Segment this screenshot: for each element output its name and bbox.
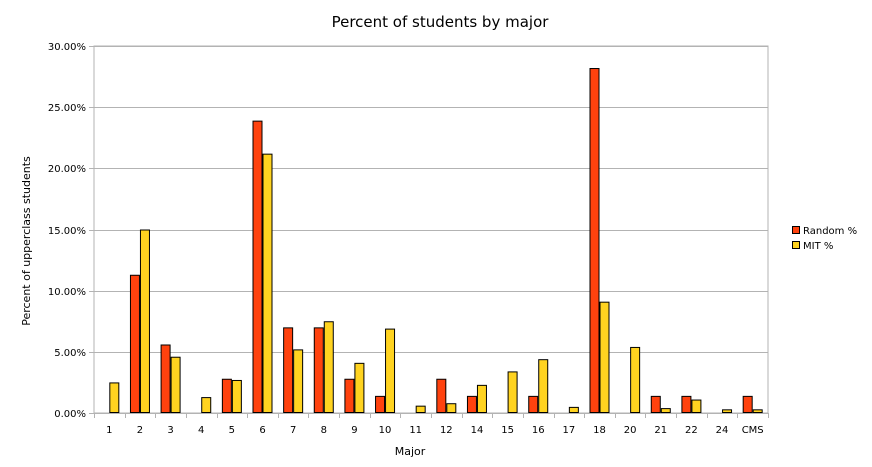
bar-mit-10 (385, 328, 396, 413)
gridlines (89, 45, 769, 414)
y-tick-label: 5.00% (54, 348, 86, 359)
legend-swatch-mit (792, 241, 800, 249)
x-tick-label: 8 (321, 425, 327, 436)
bar-mit-5 (231, 379, 242, 413)
bar-random-21 (650, 395, 661, 413)
y-tick-label: 10.00% (48, 287, 86, 298)
x-tick-label: 11 (409, 425, 422, 436)
bar-mit-3 (170, 356, 181, 413)
bar-random-5 (221, 378, 232, 414)
bar-mit-18 (599, 301, 610, 413)
bars (109, 68, 763, 414)
bar-mit-22 (691, 399, 702, 414)
x-tick-label: 17 (562, 425, 575, 436)
x-tick-label: 22 (685, 425, 698, 436)
bar-random-10 (375, 395, 386, 413)
legend-swatch-random (792, 226, 800, 234)
bar-mit-7 (293, 349, 304, 413)
x-axis-title: Major (395, 445, 426, 458)
bar-mit-1 (109, 382, 120, 413)
legend: Random % MIT % (792, 226, 857, 252)
bar-random-6 (252, 120, 263, 414)
bar-mit-6 (262, 153, 273, 414)
bar-random-3 (160, 344, 171, 414)
bar-mit-20 (630, 346, 641, 413)
plot-area (93, 45, 769, 414)
bar-random-22 (681, 395, 692, 413)
x-tick-label: 20 (624, 425, 637, 436)
legend-label-mit: MIT % (803, 241, 833, 252)
x-tick-label: 2 (137, 425, 143, 436)
x-tick-label: 6 (259, 425, 265, 436)
bar-random-CMS (742, 395, 753, 413)
bar-mit-17 (568, 406, 579, 413)
x-tick-label: 3 (167, 425, 173, 436)
y-tick-label: 25.00% (48, 103, 86, 114)
y-tick-label: 20.00% (48, 164, 86, 175)
x-tick-label: 14 (471, 425, 484, 436)
x-tick-label: 1 (106, 425, 112, 436)
x-tick-label: 10 (379, 425, 392, 436)
y-tick-label: 15.00% (48, 226, 86, 237)
bar-mit-15 (507, 371, 518, 414)
axes: 0.00% 5.00% 10.00% 15.00% 20.00% 25.00% 30.00%… (48, 42, 769, 436)
bar-random-8 (313, 327, 324, 413)
bar-mit-11 (415, 405, 426, 414)
x-tick-label: 5 (229, 425, 235, 436)
x-tick-label: 24 (716, 425, 729, 436)
x-tick-label: CMS (742, 425, 764, 436)
x-tick-label: 16 (532, 425, 545, 436)
bar-random-9 (344, 378, 355, 414)
bar-random-12 (436, 378, 447, 414)
chart-title: Percent of students by major (332, 13, 550, 31)
y-tick-label: 0.00% (54, 409, 86, 420)
bar-mit-16 (538, 359, 549, 414)
bar-random-2 (129, 274, 140, 413)
y-axis-title: Percent of upperclass students (20, 156, 33, 326)
legend-label-random: Random % (803, 226, 857, 237)
bar-mit-21 (660, 408, 671, 413)
bar-mit-9 (354, 362, 365, 413)
bar-mit-CMS (752, 409, 763, 413)
bar-mit-24 (722, 409, 733, 413)
x-tick-label: 12 (440, 425, 453, 436)
x-tick-label: 15 (501, 425, 514, 436)
bar-random-7 (283, 327, 294, 413)
bar-mit-2 (139, 229, 150, 413)
x-tick-label: 18 (593, 425, 606, 436)
x-tick-label: 7 (290, 425, 296, 436)
bar-mit-12 (446, 403, 457, 414)
x-tick-label: 21 (654, 425, 667, 436)
bar-random-18 (589, 68, 600, 414)
bar-mit-8 (323, 321, 334, 413)
bar-mit-4 (201, 397, 212, 414)
bar-random-16 (528, 395, 539, 413)
bar-mit-14 (476, 384, 487, 414)
bar-random-14 (466, 395, 477, 413)
x-tick-label: 4 (198, 425, 204, 436)
y-tick-label: 30.00% (48, 42, 86, 53)
x-tick-label: 9 (351, 425, 357, 436)
